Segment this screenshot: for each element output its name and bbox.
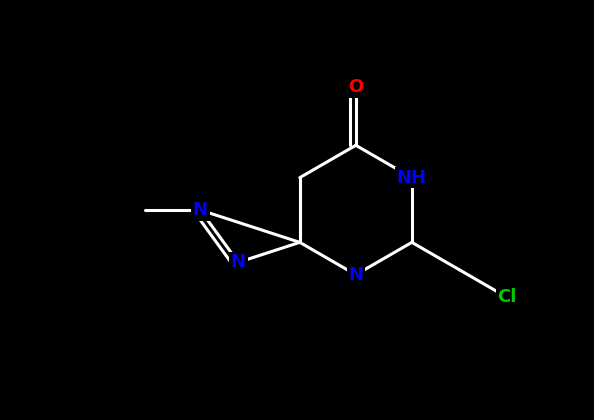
Text: Cl: Cl (497, 289, 517, 306)
Text: N: N (348, 266, 364, 284)
Text: O: O (348, 78, 364, 96)
Text: NH: NH (397, 169, 427, 186)
Text: N: N (192, 201, 208, 219)
Text: N: N (230, 253, 246, 271)
